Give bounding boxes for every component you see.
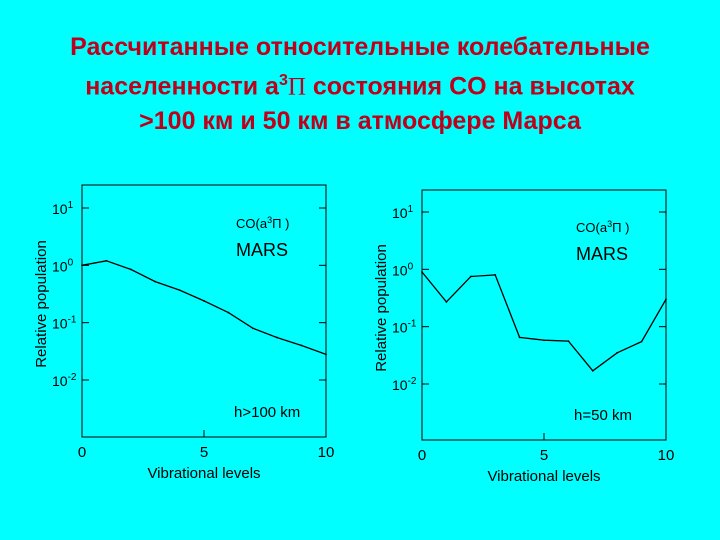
title-line-2-post: состояния CO на высотах (305, 72, 635, 101)
y-tick-label: 10-1 (392, 319, 417, 336)
data-point (518, 336, 521, 339)
slide-title: Рассчитанные относительные колебательные… (0, 30, 720, 138)
data-point (445, 301, 448, 303)
y-tick-label: 101 (52, 200, 74, 217)
title-line-1: Рассчитанные относительные колебательные (70, 33, 650, 61)
data-point (251, 327, 254, 330)
y-tick-label: 100 (52, 257, 74, 274)
data-point (543, 339, 545, 342)
x-tick-label: 10 (318, 444, 335, 461)
annotation-species: CO(a3Π ) (236, 215, 289, 231)
data-point (640, 340, 643, 343)
chart-panel-right: 101 100 10-1 10-2 0 5 10 Vibrational levels Rela… (373, 189, 675, 485)
title-line-2: населенности a3Π состояния CO на высотах (0, 64, 720, 104)
data-point (129, 268, 132, 271)
data-point (105, 259, 108, 262)
x-axis-label: Vibrational levels (147, 465, 260, 482)
data-point (81, 264, 83, 267)
data-point (567, 340, 570, 343)
y-tick-label: 100 (392, 261, 414, 278)
annotation-altitude: h>100 km (234, 404, 300, 421)
data-point (469, 275, 472, 278)
title-line-2-sup: 3 (278, 72, 288, 89)
data-point (178, 289, 181, 291)
title-line-2-pre: населенности a (85, 72, 279, 101)
data-point (154, 280, 157, 283)
series-line (421, 271, 667, 372)
y-tick-label: 10-2 (392, 376, 417, 393)
data-point (300, 344, 303, 347)
annotation-planet: MARS (236, 240, 288, 260)
x-tick-label: 5 (200, 444, 208, 461)
data-point (421, 271, 423, 273)
data-point (616, 351, 619, 354)
chart-panel-left: 101 100 10-1 10-2 0 5 10 Vibrational levels Rela… (33, 184, 335, 482)
series-line (81, 260, 327, 356)
x-tick-label: 0 (418, 447, 426, 464)
data-point (325, 353, 327, 356)
annotation-species: CO(a3Π ) (576, 219, 629, 235)
data-point (227, 311, 230, 314)
y-axis-label: Relative population (373, 244, 390, 372)
annotation-planet: MARS (576, 244, 628, 264)
data-point (494, 273, 497, 276)
title-pi-symbol: Π (287, 73, 306, 101)
data-point (203, 299, 205, 302)
x-axis-label: Vibrational levels (487, 468, 600, 485)
data-point (591, 369, 594, 372)
x-tick-label: 5 (540, 447, 548, 464)
x-tick-label: 0 (78, 444, 86, 461)
data-point (276, 336, 279, 339)
title-line-3: >100 км и 50 км в атмосфере Марса (139, 107, 581, 136)
x-tick-label: 10 (658, 447, 675, 464)
y-tick-label: 10-2 (52, 372, 77, 389)
y-tick-label: 101 (392, 204, 414, 221)
y-axis-label: Relative population (33, 240, 50, 368)
y-tick-label: 10-1 (52, 315, 77, 332)
data-point (665, 298, 667, 301)
annotation-altitude: h=50 km (574, 407, 632, 424)
